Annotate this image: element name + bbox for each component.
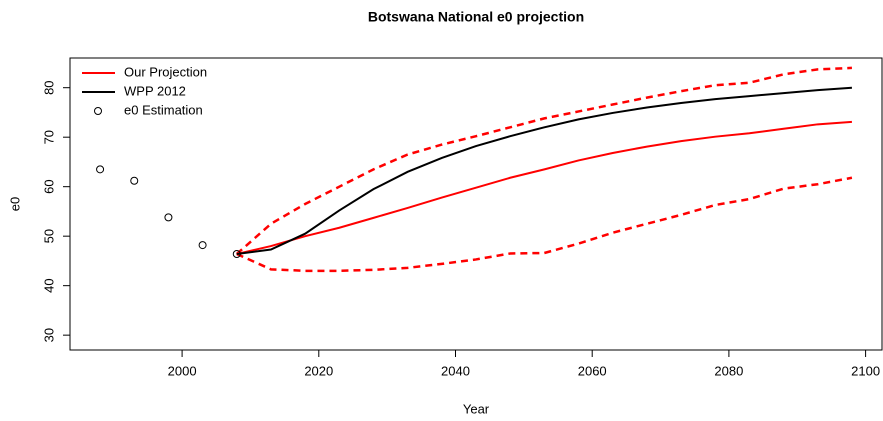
x-axis-label: Year — [463, 401, 490, 416]
series-line — [236, 86, 852, 255]
x-tick-label: 2080 — [714, 363, 743, 378]
y-tick-label: 40 — [41, 278, 56, 292]
estimate-point — [130, 176, 139, 185]
x-tick-label: 2060 — [578, 363, 607, 378]
estimate-point — [96, 165, 105, 174]
legend-label: e0 Estimation — [124, 102, 203, 117]
y-tick-label: 60 — [41, 179, 56, 193]
estimate-point — [232, 249, 241, 258]
x-tick-label: 2000 — [168, 363, 197, 378]
x-tick-label: 2020 — [304, 363, 333, 378]
y-tick-label: 50 — [41, 229, 56, 243]
x-tick-label: 2040 — [441, 363, 470, 378]
y-tick-label: 30 — [41, 328, 56, 342]
legend-label: Our Projection — [124, 64, 207, 79]
legend-marker — [94, 107, 102, 115]
y-tick-label: 80 — [41, 80, 56, 94]
plot-frame — [69, 57, 883, 351]
estimate-point — [164, 213, 173, 222]
y-axis-label: e0 — [7, 197, 22, 211]
upper-bound-line — [235, 66, 852, 255]
legend-label: WPP 2012 — [124, 83, 186, 98]
series-line — [236, 120, 852, 255]
chart-title: Botswana National e0 projection — [368, 9, 584, 25]
x-tick-label: 2100 — [851, 363, 880, 378]
y-tick-label: 70 — [41, 130, 56, 144]
estimate-point — [198, 241, 207, 250]
